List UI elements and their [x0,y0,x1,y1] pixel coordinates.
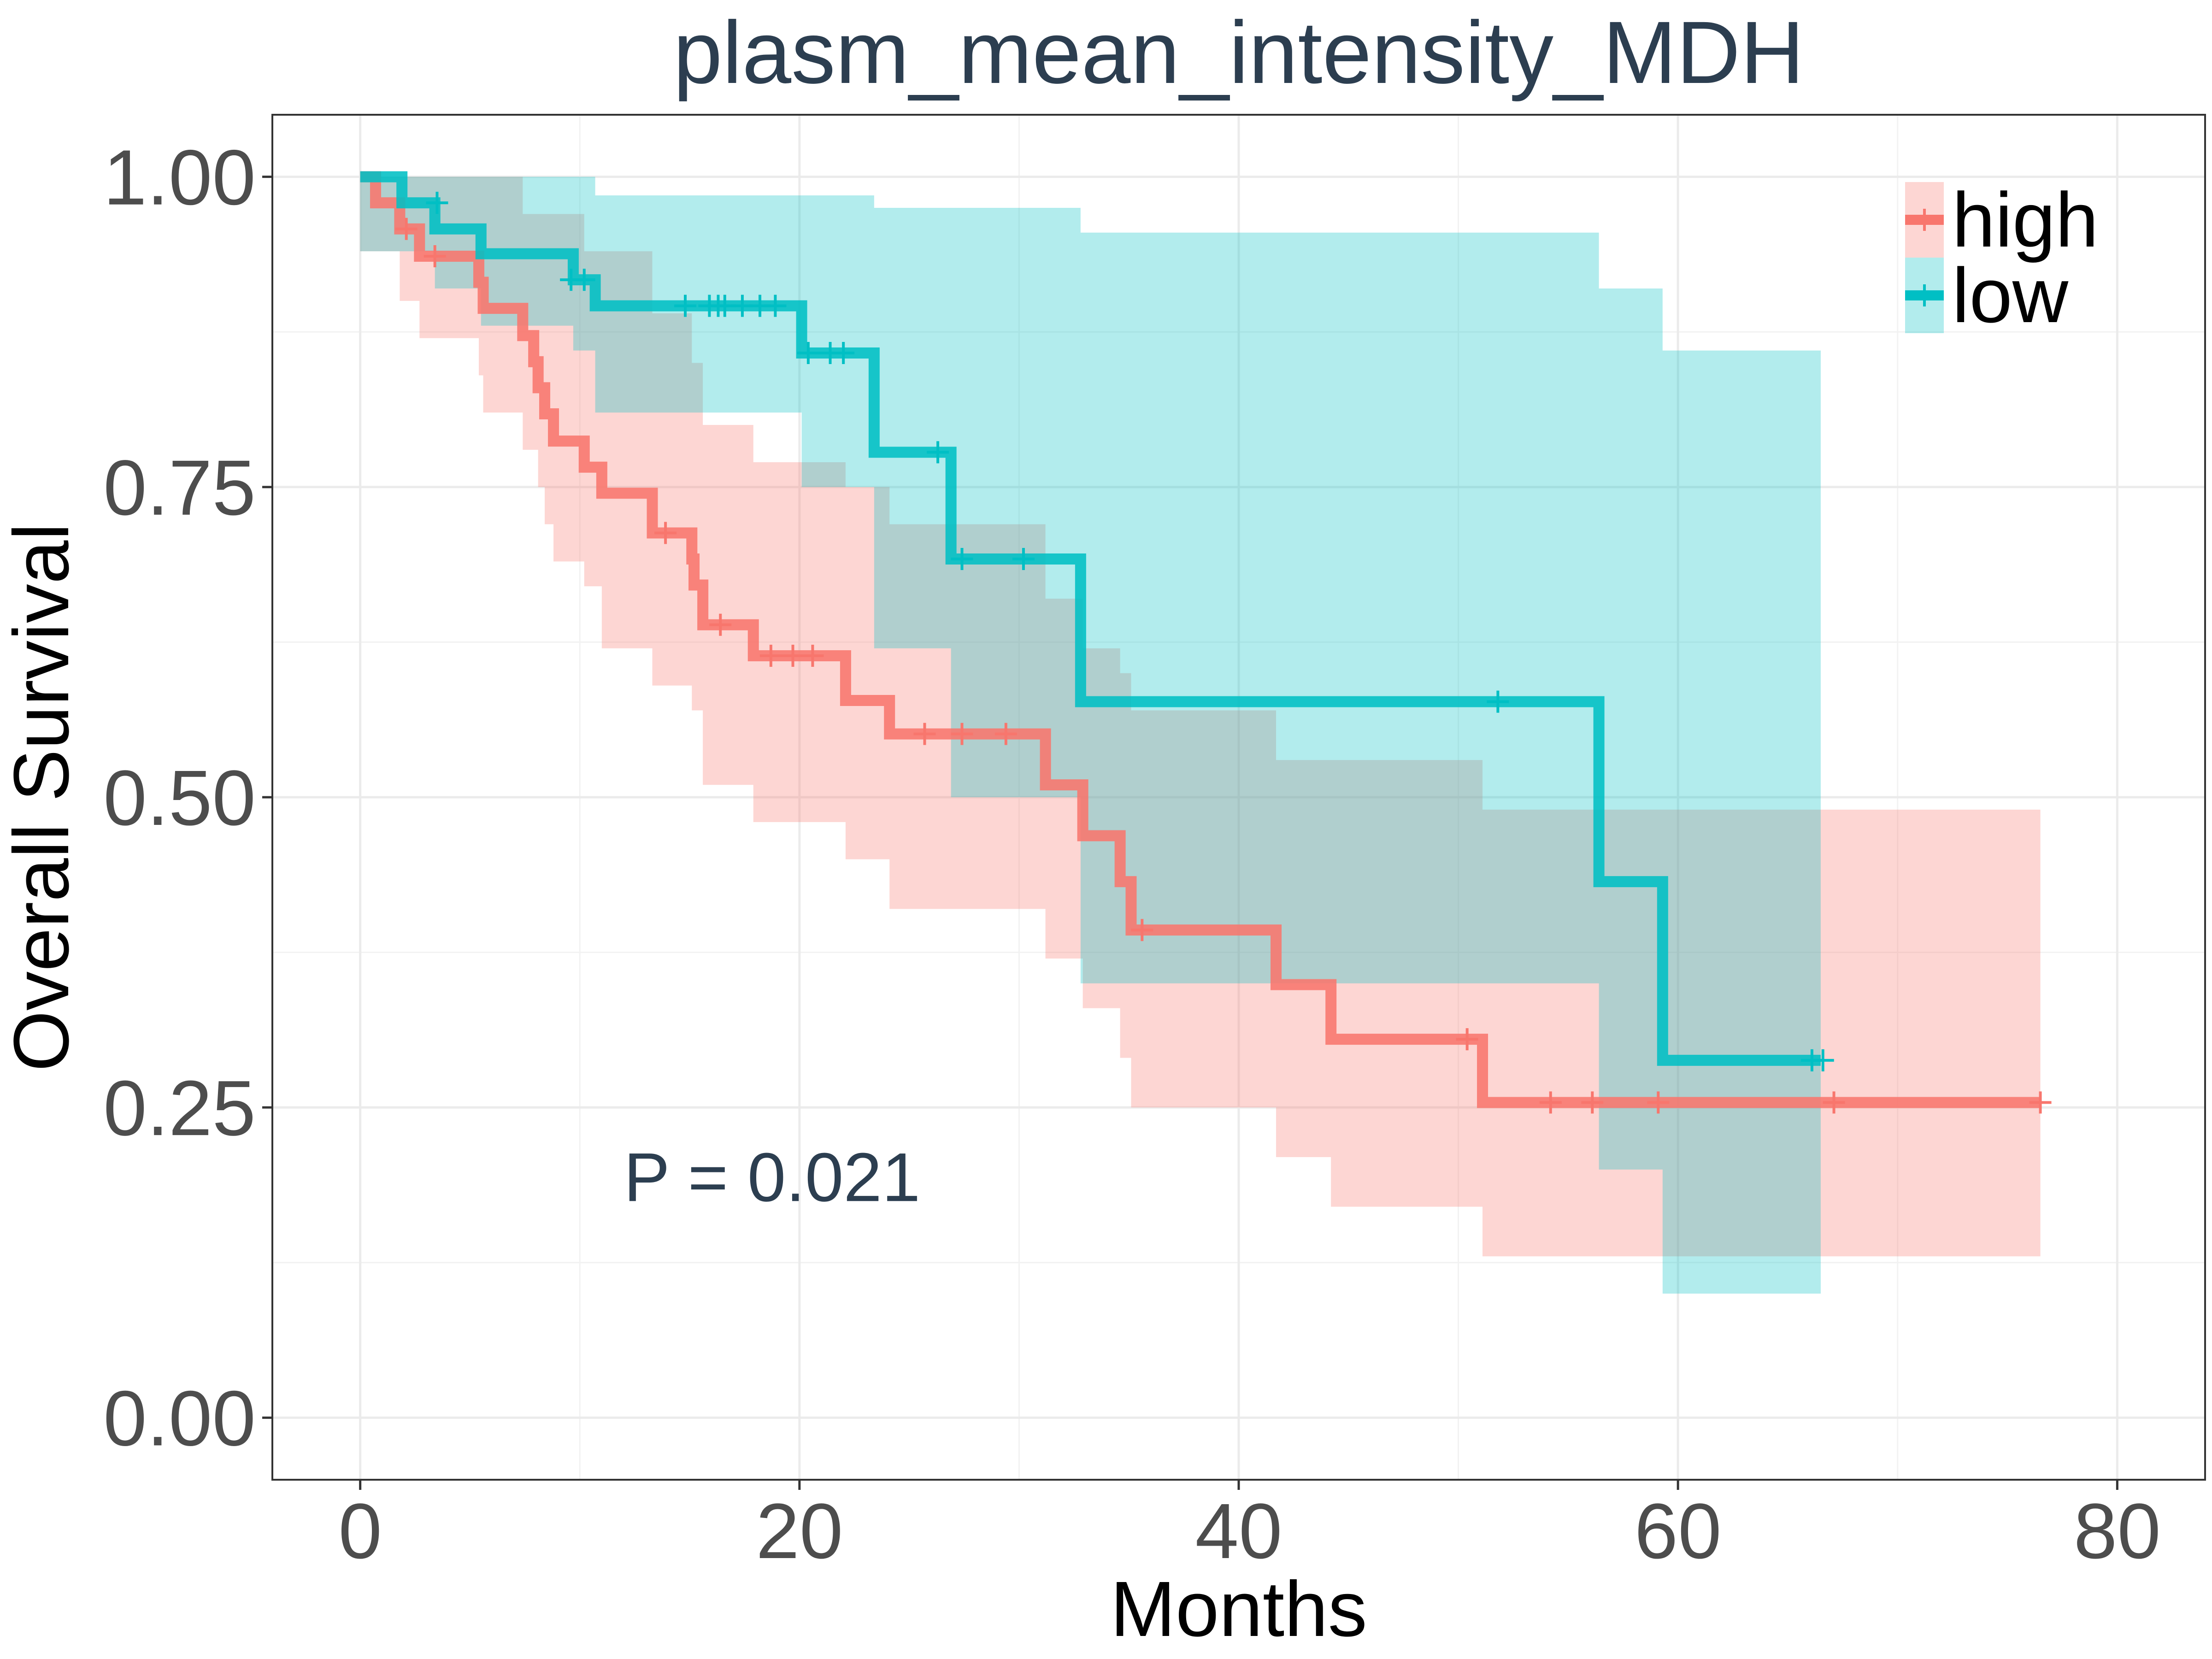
y-tick-label-1: 0.25 [103,1065,256,1152]
x-tick-label-2: 40 [1195,1488,1282,1575]
legend-label-high: high [1952,176,2099,263]
p-value-annotation: P = 0.021 [624,1138,921,1216]
confidence-bands [360,176,2041,1294]
censor-mark-high-6 [801,645,824,667]
y-axis-title: Overall Survival [0,523,85,1071]
x-tick-label-4: 80 [2074,1488,2161,1575]
censor-mark-low-3 [674,294,696,317]
censor-mark-high-16 [2029,1091,2052,1114]
grid [272,115,2205,1480]
censor-mark-low-16 [1487,690,1509,713]
axes: 0 20 40 60 80 0.00 0.25 0.50 0.75 1.00 [103,134,2161,1575]
censor-mark-high-8 [951,723,973,745]
ci-band-high [360,176,2041,1257]
censor-mark-low-12 [832,342,855,365]
y-tick-label-2: 0.50 [103,754,256,842]
censor-mark-high-7 [913,723,936,745]
censor-mark-low-2 [573,269,595,291]
censor-mark-low-10 [797,342,819,365]
censor-mark-low-9 [764,294,787,317]
survival-line-low [360,171,1821,1066]
censor-mark-high-9 [994,723,1017,745]
censor-mark-low-13 [927,441,949,464]
y-tick-label-4: 1.00 [103,134,256,222]
chart-title: plasm_mean_intensity_MDH [673,3,1804,102]
legend-label-low: low [1952,252,2069,339]
censor-mark-high-2 [654,522,677,544]
x-axis-title: Months [1110,1565,1367,1653]
censor-mark-high-13 [1581,1091,1604,1114]
censor-mark-high-4 [759,645,782,667]
censor-mark-high-1 [424,245,446,267]
censor-mark-low-15 [1012,547,1035,570]
censor-mark-high-11 [1456,1028,1478,1051]
censor-mark-high-14 [1647,1091,1670,1114]
legend-item-low: low [1905,252,2069,339]
censor-mark-low-18 [1812,1049,1834,1071]
y-tick-label-0: 0.00 [103,1375,256,1462]
censor-mark-high-0 [395,218,418,240]
censor-mark-high-15 [1823,1091,1845,1114]
x-tick-label-3: 60 [1635,1488,1722,1575]
x-tick-label-0: 0 [338,1488,382,1575]
censor-mark-high-10 [1131,919,1153,941]
censor-mark-low-0 [426,192,448,214]
censor-mark-high-5 [782,645,804,667]
x-tick-label-1: 20 [756,1488,843,1575]
y-tick-label-3: 0.75 [103,444,256,532]
censor-mark-high-12 [1539,1091,1562,1114]
ci-band-low [360,176,1821,1294]
legend-item-high: high [1905,176,2099,263]
censor-marks [395,192,2052,1114]
censor-mark-low-14 [951,547,973,570]
censor-mark-high-3 [709,613,732,636]
